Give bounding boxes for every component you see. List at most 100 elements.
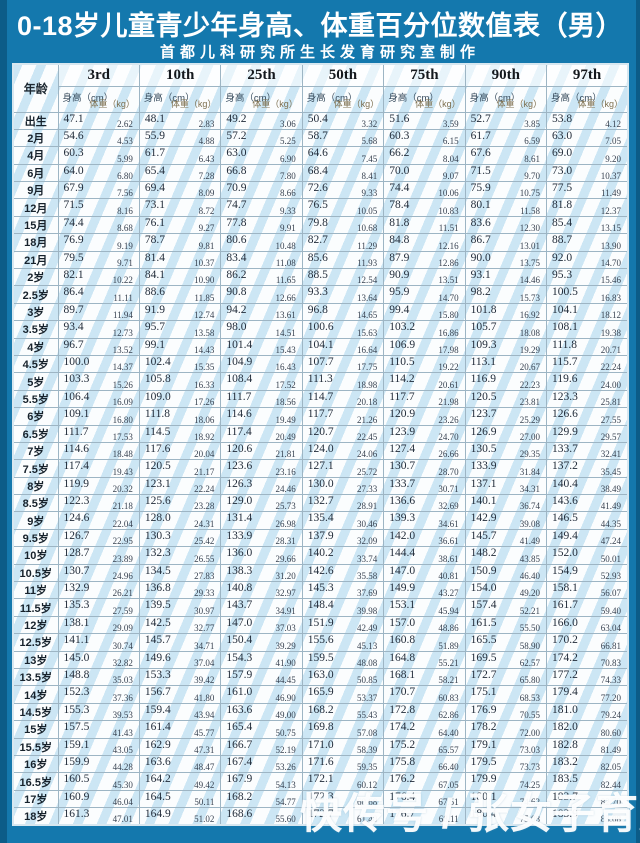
data-cell: 120.5 21.17 <box>138 459 222 478</box>
weight-value: 68.11 <box>438 814 459 825</box>
data-cell: 106.4 16.09 <box>57 389 140 409</box>
data-cell: 72.6 9.33 <box>301 181 385 200</box>
height-value: 77.5 <box>552 182 573 195</box>
height-value: 83.4 <box>226 251 247 264</box>
unit-header-cell: 身高（cm） 体重（kg） <box>138 85 222 113</box>
weight-value: 8.41 <box>361 171 378 182</box>
height-value: 69.0 <box>552 147 573 160</box>
height-value: 86.7 <box>470 234 491 247</box>
weight-value: 38.49 <box>600 484 621 495</box>
weight-value: 20.71 <box>600 344 621 355</box>
height-value: 104.1 <box>307 338 334 351</box>
data-cell: 149.9 43.27 <box>383 581 466 600</box>
data-cell: 129.0 25.73 <box>220 494 303 513</box>
height-value: 176.4 <box>389 790 416 803</box>
height-value: 114.7 <box>307 390 334 403</box>
data-cell: 145.7 34.71 <box>138 633 222 652</box>
table-row: 15.5岁 159.1 43.05 162.9 47.31 166.7 52.19 171.0… <box>12 737 629 756</box>
data-cell: 147.0 40.81 <box>383 563 466 583</box>
height-value: 78.7 <box>144 234 166 247</box>
height-value: 50.4 <box>307 112 328 125</box>
data-cell: 171.0 58.39 <box>301 737 385 756</box>
height-value: 81.4 <box>144 251 166 264</box>
weight-value: 51.89 <box>438 640 459 651</box>
height-value: 171.0 <box>307 738 334 751</box>
height-value: 63.0 <box>226 147 247 160</box>
age-cell: 8岁 <box>12 476 59 496</box>
height-value: 134.5 <box>144 564 171 577</box>
data-cell: 145.7 41.49 <box>464 528 548 548</box>
weight-value: 23.28 <box>194 501 215 512</box>
height-value: 123.6 <box>226 460 253 473</box>
data-cell: 61.7 6.43 <box>138 146 222 165</box>
height-value: 96.7 <box>63 338 84 351</box>
data-cell: 140.1 36.74 <box>464 494 548 513</box>
data-cell: 130.3 25.42 <box>138 528 222 548</box>
weight-value: 24.31 <box>194 518 215 529</box>
data-cell: 63.0 7.05 <box>546 128 629 148</box>
height-value: 161.4 <box>144 721 171 734</box>
weight-value: 23.16 <box>275 466 296 477</box>
height-unit-label: 身高（cm） <box>469 92 521 104</box>
weight-value: 6.80 <box>117 171 133 182</box>
weight-value: 34.91 <box>275 605 296 616</box>
weight-value: 27.55 <box>600 414 621 425</box>
height-value: 168.1 <box>389 669 416 681</box>
height-value: 53.8 <box>552 112 573 125</box>
weight-value: 13.01 <box>519 240 541 251</box>
weight-value: 7.05 <box>605 136 621 147</box>
height-value: 116.9 <box>470 373 497 386</box>
height-value: 182.8 <box>552 738 578 751</box>
data-cell: 142.5 32.77 <box>138 615 222 635</box>
height-value: 108.4 <box>226 373 253 386</box>
height-value: 138.1 <box>63 616 90 629</box>
data-cell: 69.4 8.09 <box>138 181 222 200</box>
data-cell: 168.2 55.43 <box>301 702 385 722</box>
weight-value: 34.31 <box>519 484 541 495</box>
percentile-header-3rd: 3rd <box>57 63 140 87</box>
weight-value: 32.09 <box>356 536 378 547</box>
table-row: 16.5岁 160.5 45.30 164.2 49.42 167.9 54.13 172.1… <box>12 772 629 791</box>
weight-value: 34.71 <box>194 640 215 651</box>
data-cell: 80.6 10.48 <box>220 233 303 252</box>
height-value: 99.1 <box>144 338 166 351</box>
weight-value: 38.61 <box>438 553 459 564</box>
weight-value: 30.46 <box>356 518 378 529</box>
age-cell: 12月 <box>12 198 59 217</box>
data-cell: 102.4 15.35 <box>138 354 222 374</box>
height-value: 140.1 <box>470 495 497 508</box>
height-value: 154.9 <box>552 564 578 577</box>
data-cell: 75.9 10.75 <box>464 181 548 200</box>
data-cell: 114.7 20.18 <box>301 389 385 409</box>
data-cell: 172.3 60.68 <box>301 789 385 809</box>
height-value: 68.4 <box>307 164 328 177</box>
weight-value: 29.35 <box>519 449 541 460</box>
weight-value: 11.49 <box>601 188 621 199</box>
weight-value: 55.50 <box>519 623 541 634</box>
weight-value: 16.86 <box>438 327 459 338</box>
height-value: 140.8 <box>226 582 253 595</box>
height-value: 64.0 <box>63 164 84 177</box>
data-cell: 161.3 47.01 <box>57 807 140 826</box>
height-value: 150.4 <box>226 634 253 647</box>
height-value: 93.4 <box>63 321 84 334</box>
height-value: 174.2 <box>552 651 578 664</box>
data-cell: 132.3 26.55 <box>138 546 222 565</box>
weight-value: 40.81 <box>438 571 459 582</box>
weight-value: 10.06 <box>438 188 459 199</box>
weight-value: 17.75 <box>356 362 378 373</box>
age-cell: 7岁 <box>12 441 59 461</box>
height-value: 169.5 <box>470 651 497 664</box>
data-cell: 174.2 64.40 <box>383 720 466 739</box>
height-value: 124.6 <box>63 512 90 525</box>
weight-value: 41.43 <box>112 727 133 738</box>
data-cell: 94.2 13.61 <box>220 302 303 322</box>
weight-value: 75.08 <box>519 814 541 825</box>
data-cell: 176.4 67.51 <box>383 789 466 809</box>
data-cell: 109.3 19.29 <box>464 337 548 356</box>
data-cell: 93.4 12.73 <box>57 320 140 339</box>
height-value: 156.7 <box>144 686 171 699</box>
height-value: 82.1 <box>63 269 84 282</box>
data-cell: 117.4 19.43 <box>57 459 140 478</box>
page-subtitle: 首都儿科研究所生长发育研究室制作 <box>159 44 480 61</box>
